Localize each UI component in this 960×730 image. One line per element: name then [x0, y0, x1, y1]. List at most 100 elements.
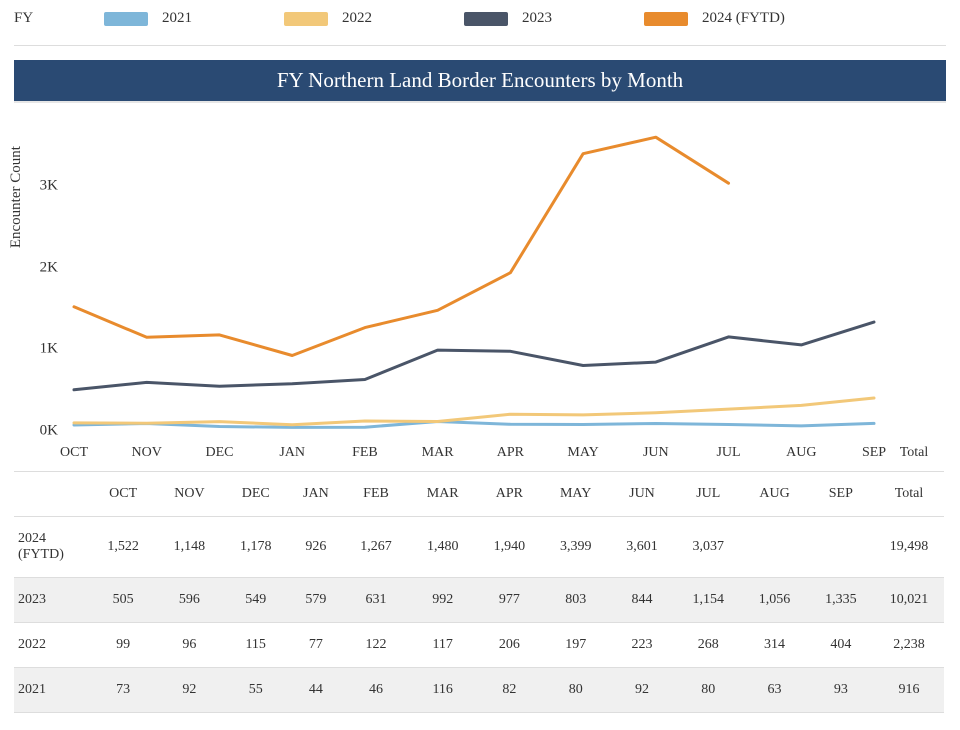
x-axis: OCTNOVDECJANFEBMARAPRMAYJUNJULAUGSEPTota…: [64, 445, 944, 467]
data-cell: 197: [543, 623, 609, 668]
data-cell: 314: [741, 623, 807, 668]
data-cell: 1,480: [409, 517, 476, 578]
legend-item-label: 2024 (FYTD): [702, 10, 785, 27]
data-cell: 1,154: [675, 578, 741, 623]
data-cell: 55: [223, 668, 289, 713]
row-header: 2023: [14, 578, 90, 623]
data-cell: 63: [741, 668, 807, 713]
col-header-total: Total: [874, 472, 944, 517]
series-line-2023: [74, 322, 874, 390]
total-cell: 10,021: [874, 578, 944, 623]
data-cell: 1,267: [343, 517, 409, 578]
data-cell: 549: [223, 578, 289, 623]
data-cell: 1,940: [476, 517, 542, 578]
x-tick-label: SEP: [862, 445, 886, 461]
data-cell: 223: [609, 623, 675, 668]
x-tick-label: JUL: [716, 445, 740, 461]
x-tick-label: AUG: [786, 445, 816, 461]
legend-swatch: [464, 12, 508, 26]
data-table: OCT NOV DEC JAN FEB MAR APR MAY JUN JUL …: [14, 471, 944, 713]
row-header: 2021: [14, 668, 90, 713]
data-cell: 3,037: [675, 517, 741, 578]
data-cell: 977: [476, 578, 542, 623]
line-chart: Encounter Count 0K1K2K3K OCTNOVDECJANFEB…: [14, 111, 946, 467]
y-axis-label: Encounter Count: [8, 146, 25, 248]
legend-swatch: [104, 12, 148, 26]
total-cell: 916: [874, 668, 944, 713]
data-cell: 3,601: [609, 517, 675, 578]
data-cell: 115: [223, 623, 289, 668]
data-cell: 803: [543, 578, 609, 623]
row-header: 2022: [14, 623, 90, 668]
col-header: JAN: [289, 472, 343, 517]
data-cell: 844: [609, 578, 675, 623]
y-tick-label: 1K: [40, 341, 58, 358]
data-cell: 926: [289, 517, 343, 578]
col-header: SEP: [808, 472, 874, 517]
col-header: APR: [476, 472, 542, 517]
legend-item-label: 2022: [342, 10, 372, 27]
x-tick-label: FEB: [352, 445, 378, 461]
data-cell: 1,148: [156, 517, 222, 578]
data-cell: 3,399: [543, 517, 609, 578]
legend-swatch: [644, 12, 688, 26]
table-head: OCT NOV DEC JAN FEB MAR APR MAY JUN JUL …: [14, 472, 944, 517]
data-cell: 117: [409, 623, 476, 668]
data-cell: 1,522: [90, 517, 156, 578]
data-cell: 1,178: [223, 517, 289, 578]
data-cell: 99: [90, 623, 156, 668]
data-cell: 268: [675, 623, 741, 668]
data-cell: 44: [289, 668, 343, 713]
col-header: JUL: [675, 472, 741, 517]
x-tick-total: Total: [900, 445, 929, 461]
x-tick-label: DEC: [205, 445, 233, 461]
table-header-row: OCT NOV DEC JAN FEB MAR APR MAY JUN JUL …: [14, 472, 944, 517]
col-header: NOV: [156, 472, 222, 517]
table-row: 20229996115771221172061972232683144042,2…: [14, 623, 944, 668]
data-cell: 92: [609, 668, 675, 713]
total-cell: 2,238: [874, 623, 944, 668]
col-header: FEB: [343, 472, 409, 517]
data-cell: 92: [156, 668, 222, 713]
legend-group-label: FY: [14, 10, 104, 27]
x-tick-label: OCT: [60, 445, 88, 461]
x-tick-label: MAY: [567, 445, 598, 461]
table-row: 20235055965495796319929778038441,1541,05…: [14, 578, 944, 623]
data-cell: 579: [289, 578, 343, 623]
x-tick-label: NOV: [132, 445, 162, 461]
data-cell: 73: [90, 668, 156, 713]
x-tick-label: JAN: [279, 445, 305, 461]
data-cell: 404: [808, 623, 874, 668]
total-cell: 19,498: [874, 517, 944, 578]
x-tick-label: JUN: [643, 445, 669, 461]
data-cell: 80: [543, 668, 609, 713]
data-cell: 82: [476, 668, 542, 713]
y-tick-label: 0K: [40, 423, 58, 440]
legend-swatch: [284, 12, 328, 26]
y-tick-label: 3K: [40, 178, 58, 195]
plot-area: 0K1K2K3K: [64, 111, 944, 441]
col-header: MAR: [409, 472, 476, 517]
x-tick-label: APR: [497, 445, 524, 461]
data-cell: [741, 517, 807, 578]
data-cell: 1,056: [741, 578, 807, 623]
data-cell: 96: [156, 623, 222, 668]
legend-item-2024: 2024 (FYTD): [644, 10, 844, 27]
data-cell: 596: [156, 578, 222, 623]
data-cell: [808, 517, 874, 578]
table-row: 20217392554446116828092806393916: [14, 668, 944, 713]
data-cell: 77: [289, 623, 343, 668]
data-cell: 46: [343, 668, 409, 713]
legend-item-label: 2023: [522, 10, 552, 27]
col-header: DEC: [223, 472, 289, 517]
chart-title: FY Northern Land Border Encounters by Mo…: [14, 60, 946, 103]
series-line-2024-fytd-: [74, 137, 729, 355]
series-line-2022: [74, 398, 874, 425]
data-cell: 1,335: [808, 578, 874, 623]
data-cell: 122: [343, 623, 409, 668]
col-header: MAY: [543, 472, 609, 517]
data-cell: 80: [675, 668, 741, 713]
data-cell: 505: [90, 578, 156, 623]
legend-item-2021: 2021: [104, 10, 284, 27]
chart-svg: [64, 111, 944, 441]
